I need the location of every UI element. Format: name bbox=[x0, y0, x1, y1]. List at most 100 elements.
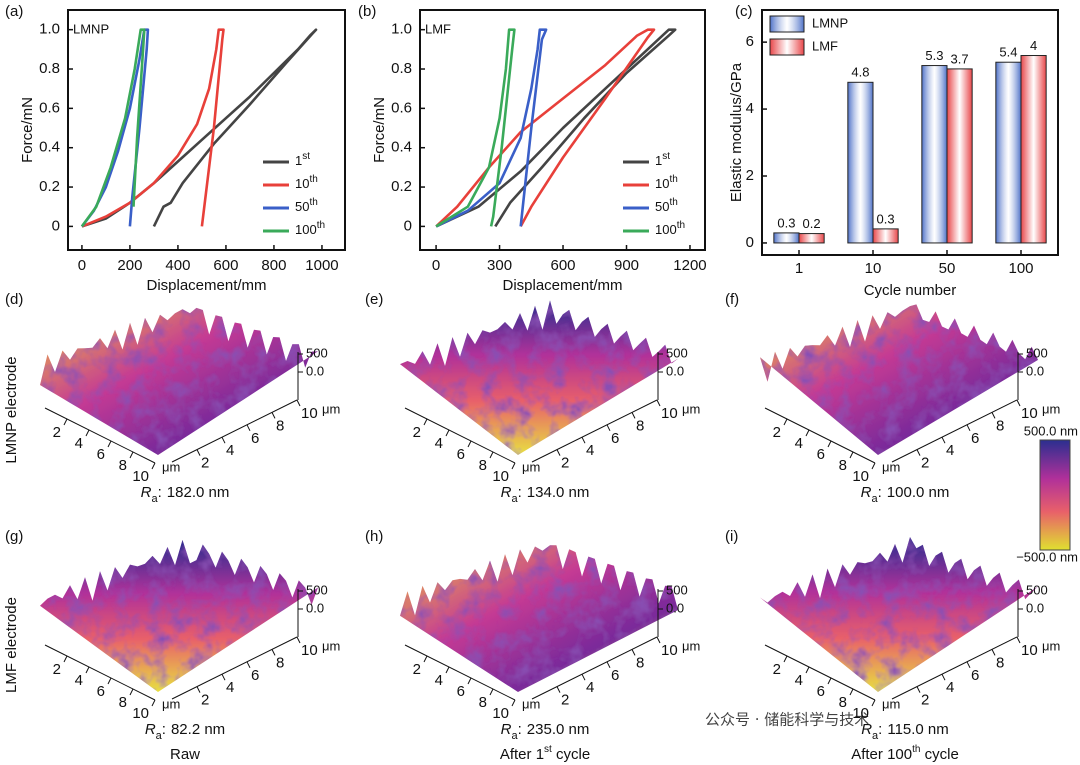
afm-tick bbox=[556, 686, 561, 693]
ra-subscript: a bbox=[152, 493, 159, 505]
afm-z-tick-label: 500 bbox=[306, 345, 328, 360]
y-tick-label: 0 bbox=[52, 217, 60, 234]
bar-value-label: 4.8 bbox=[851, 65, 869, 80]
ra-separator: : bbox=[878, 484, 882, 501]
afm-axis bbox=[171, 399, 298, 463]
x-tick-label: 800 bbox=[261, 257, 286, 274]
roughness-label: Ra: 115.0 nm bbox=[861, 721, 949, 742]
afm-tick bbox=[445, 666, 450, 674]
x-tick-label: 1000 bbox=[305, 257, 338, 274]
afm-tick bbox=[489, 688, 494, 696]
bar bbox=[921, 65, 948, 244]
panel-label: (b) bbox=[358, 3, 376, 20]
afm-axis bbox=[404, 407, 516, 464]
afm-tick bbox=[467, 440, 472, 448]
afm-axis bbox=[531, 636, 658, 700]
afm-tick-label: 6 bbox=[817, 446, 825, 463]
y-tick-label: 4 bbox=[746, 100, 754, 117]
afm-tick bbox=[221, 673, 226, 681]
y-tick-label: 0.8 bbox=[39, 60, 60, 77]
afm-tick bbox=[1016, 399, 1021, 407]
afm-surface bbox=[400, 545, 678, 692]
panel-label: (g) bbox=[5, 528, 23, 545]
afm-z-tick-label: 500 bbox=[1026, 345, 1048, 360]
afm-unit: μm bbox=[882, 459, 900, 474]
afm-tick bbox=[991, 649, 996, 656]
roughness-label: Ra: 134.0 nm bbox=[501, 484, 590, 505]
afm-tick bbox=[85, 666, 90, 674]
afm-tick bbox=[849, 688, 854, 696]
afm-tick bbox=[941, 673, 946, 681]
ra-value: 100.0 nm bbox=[887, 484, 950, 501]
afm-axis bbox=[531, 399, 658, 463]
bar-value-label: 3.7 bbox=[951, 51, 969, 66]
afm-tick-label: 8 bbox=[839, 457, 847, 474]
afm-tick bbox=[631, 649, 636, 656]
curve bbox=[435, 28, 548, 228]
afm-surface bbox=[760, 304, 1038, 455]
ra-separator: : bbox=[162, 721, 166, 738]
afm-tick bbox=[107, 677, 112, 685]
row-label: LMF electrode bbox=[3, 597, 20, 693]
afm-z-tick-label: 0.0 bbox=[306, 600, 324, 615]
afm-tick-label: 6 bbox=[97, 446, 105, 463]
afm-tick-label: 8 bbox=[119, 457, 127, 474]
afm-tick-label: 2 bbox=[921, 692, 929, 709]
afm-tick bbox=[221, 436, 226, 444]
watermark: 公众号 · 储能科学与技术 bbox=[705, 711, 869, 729]
afm-tick-label: 2 bbox=[201, 455, 209, 472]
afm-tick-label: 2 bbox=[53, 661, 61, 678]
afm-tick bbox=[991, 412, 996, 419]
ra-separator: : bbox=[158, 484, 162, 501]
afm-tick bbox=[467, 677, 472, 685]
afm-tick bbox=[489, 451, 494, 459]
afm-tick bbox=[556, 449, 561, 456]
afm-tick-label: 8 bbox=[636, 654, 644, 671]
afm-unit: μm bbox=[522, 459, 540, 474]
colorbar-min-label: −500.0 nm bbox=[1016, 549, 1078, 564]
afm-tick-label: 8 bbox=[119, 694, 127, 711]
afm-axis bbox=[171, 636, 298, 700]
afm-tick-label: 8 bbox=[276, 654, 284, 671]
afm-unit: μm bbox=[322, 638, 340, 653]
roughness-label: Ra: 235.0 nm bbox=[501, 721, 590, 742]
roughness-label: Ra: 182.0 nm bbox=[141, 484, 230, 505]
afm-tick bbox=[581, 673, 586, 681]
afm-tick bbox=[581, 436, 586, 444]
ra-subscript: a bbox=[512, 493, 519, 505]
afm-tick-label: 2 bbox=[561, 455, 569, 472]
afm-unit: μm bbox=[162, 459, 180, 474]
x-tick-label: 300 bbox=[487, 257, 512, 274]
afm-tick bbox=[151, 462, 156, 470]
bar bbox=[872, 228, 899, 244]
plot-frame bbox=[67, 9, 346, 251]
y-tick-label: 2 bbox=[746, 167, 754, 184]
afm-tick-label: 10 bbox=[301, 642, 318, 659]
afm-surface bbox=[40, 307, 318, 455]
ra-value: 134.0 nm bbox=[527, 484, 590, 501]
afm-tick bbox=[246, 424, 251, 432]
afm-tick-label: 4 bbox=[586, 679, 594, 696]
ra-value: 182.0 nm bbox=[167, 484, 230, 501]
ra-subscript: a bbox=[156, 730, 163, 742]
afm-tick-label: 10 bbox=[301, 405, 318, 422]
y-tick-label: 0.4 bbox=[39, 139, 60, 156]
afm-surface bbox=[400, 300, 678, 455]
afm-tick-label: 10 bbox=[852, 705, 869, 722]
afm-tick bbox=[849, 451, 854, 459]
curve bbox=[81, 28, 225, 228]
legend-swatch bbox=[769, 38, 805, 56]
bar-value-label: 0.3 bbox=[877, 211, 895, 226]
legend-label: LMF bbox=[812, 38, 838, 53]
afm-tick-label: 6 bbox=[611, 430, 619, 447]
afm-tick bbox=[916, 449, 921, 456]
afm-axis bbox=[44, 644, 156, 701]
y-tick-label: 0.2 bbox=[39, 178, 60, 195]
afm-tick bbox=[129, 451, 134, 459]
afm-tick-label: 2 bbox=[561, 692, 569, 709]
ra-symbol: R bbox=[145, 721, 156, 738]
row-label: LMNP electrode bbox=[3, 356, 20, 463]
afm-tick bbox=[445, 429, 450, 437]
ra-separator: : bbox=[518, 721, 522, 738]
